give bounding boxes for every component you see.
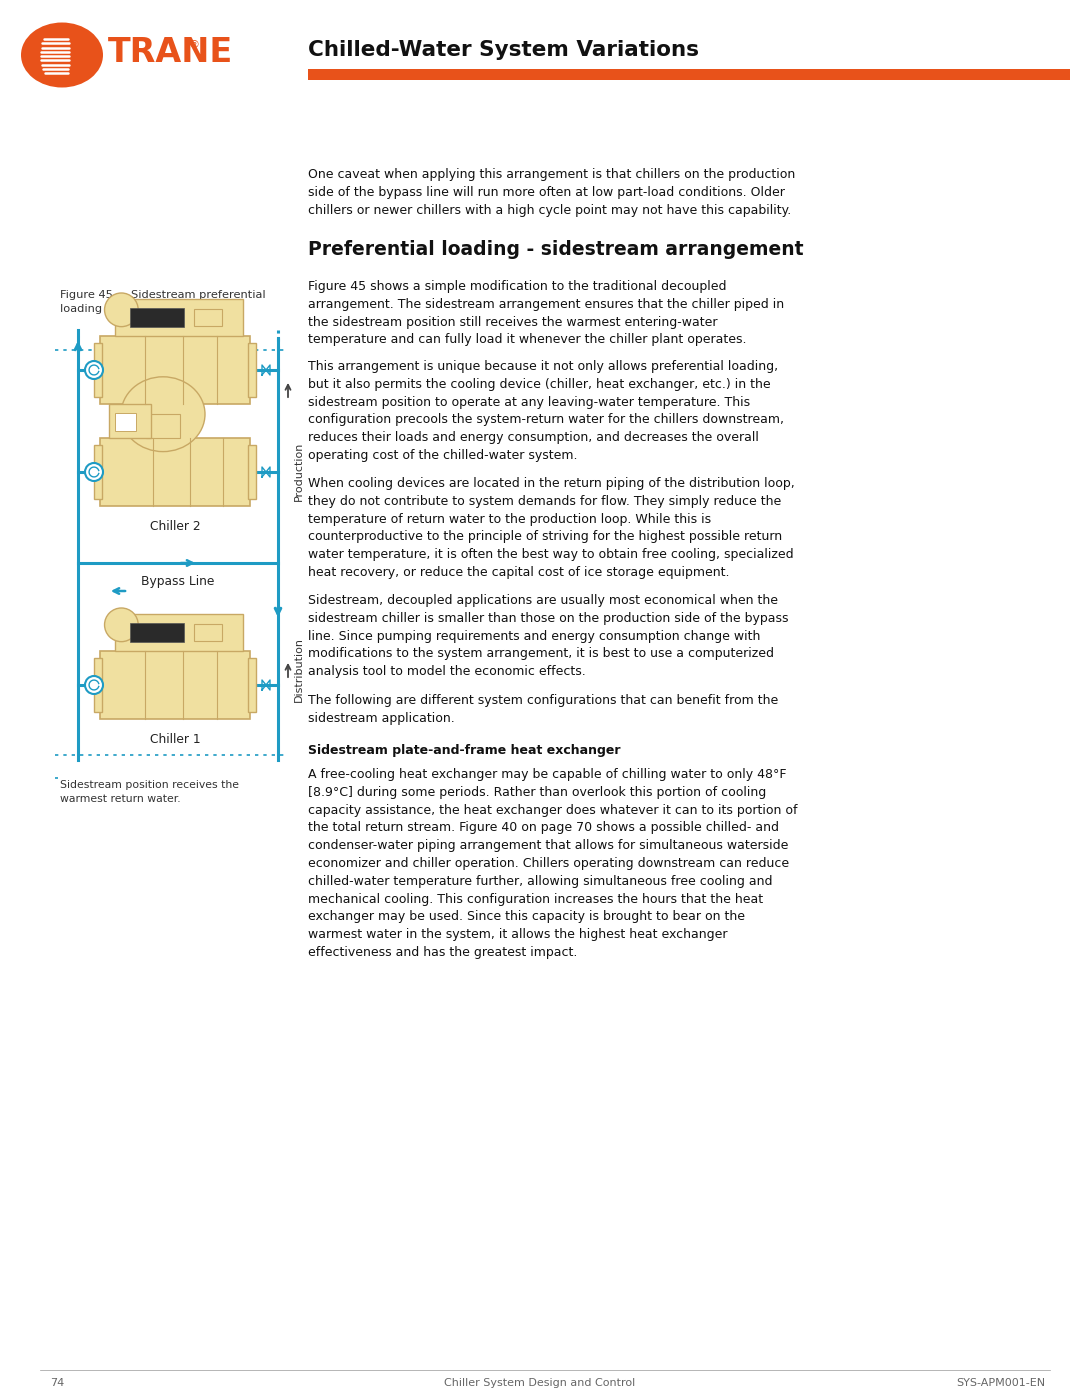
Text: Chiller 1: Chiller 1: [150, 733, 200, 746]
Text: When cooling devices are located in the return piping of the distribution loop,
: When cooling devices are located in the …: [308, 476, 795, 578]
FancyBboxPatch shape: [100, 651, 249, 719]
Bar: [248, 658, 256, 712]
Bar: [248, 342, 256, 397]
Bar: [94, 444, 102, 499]
Text: The following are different system configurations that can benefit from the
side: The following are different system confi…: [308, 694, 779, 725]
Bar: [194, 624, 222, 641]
FancyBboxPatch shape: [100, 337, 249, 404]
Text: Chiller 3: Chiller 3: [150, 418, 200, 432]
Bar: [194, 309, 222, 326]
Text: loading arrangement: loading arrangement: [60, 305, 180, 314]
Text: Figure 45.    Sidestream preferential: Figure 45. Sidestream preferential: [60, 291, 266, 300]
Text: Preferential loading - sidestream arrangement: Preferential loading - sidestream arrang…: [308, 240, 804, 258]
Ellipse shape: [21, 22, 103, 88]
FancyBboxPatch shape: [100, 439, 249, 506]
Text: ®: ®: [188, 41, 199, 50]
Text: This arrangement is unique because it not only allows preferential loading,
but : This arrangement is unique because it no…: [308, 360, 784, 462]
Circle shape: [105, 608, 138, 641]
Text: 74: 74: [50, 1377, 64, 1389]
Circle shape: [85, 462, 103, 481]
Ellipse shape: [121, 377, 205, 451]
Circle shape: [85, 360, 103, 379]
FancyBboxPatch shape: [114, 299, 243, 337]
FancyBboxPatch shape: [114, 613, 243, 651]
Bar: [109, 404, 151, 439]
Text: Chiller System Design and Control: Chiller System Design and Control: [444, 1377, 636, 1389]
Text: TRANE: TRANE: [108, 35, 233, 68]
Text: Sidestream, decoupled applications are usually most economical when the
sidestre: Sidestream, decoupled applications are u…: [308, 594, 788, 678]
Bar: [131, 307, 184, 327]
Text: A free-cooling heat exchanger may be capable of chilling water to only 48°F
[8.9: A free-cooling heat exchanger may be cap…: [308, 768, 797, 958]
Text: Chilled-Water System Variations: Chilled-Water System Variations: [308, 41, 699, 60]
Text: One caveat when applying this arrangement is that chillers on the production
sid: One caveat when applying this arrangemen…: [308, 168, 795, 217]
Text: SYS-APM001-EN: SYS-APM001-EN: [956, 1377, 1045, 1389]
Text: Figure 45 shows a simple modification to the traditional decoupled
arrangement. : Figure 45 shows a simple modification to…: [308, 279, 784, 346]
Bar: [94, 658, 102, 712]
Bar: [308, 68, 1070, 80]
Text: Chiller 2: Chiller 2: [150, 520, 200, 534]
Circle shape: [85, 676, 103, 694]
Text: Sidestream plate-and-frame heat exchanger: Sidestream plate-and-frame heat exchange…: [308, 745, 621, 757]
Bar: [94, 342, 102, 397]
Circle shape: [105, 293, 138, 327]
Text: Distribution: Distribution: [294, 637, 303, 701]
Bar: [248, 444, 256, 499]
Bar: [131, 623, 184, 641]
Text: Bypass Line: Bypass Line: [141, 576, 215, 588]
Bar: [146, 414, 179, 439]
Bar: [116, 412, 136, 432]
Text: Production: Production: [294, 441, 303, 500]
Text: warmest return water.: warmest return water.: [60, 793, 180, 805]
Text: Sidestream position receives the: Sidestream position receives the: [60, 780, 239, 789]
